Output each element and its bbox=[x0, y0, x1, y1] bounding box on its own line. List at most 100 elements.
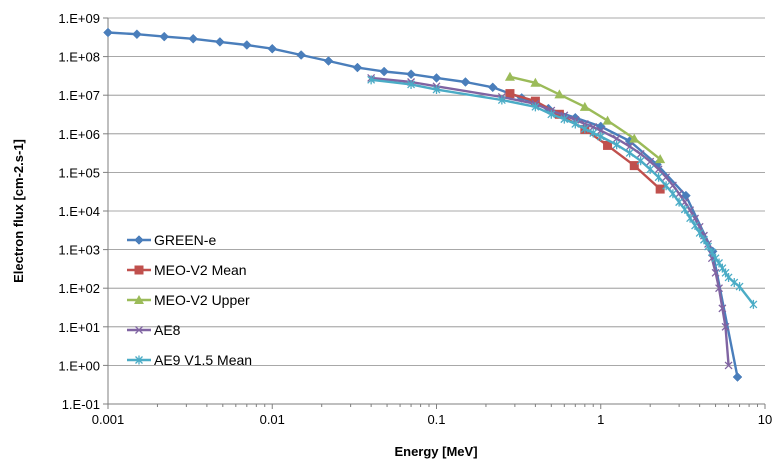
legend-marker-meo-v2-mean bbox=[134, 265, 144, 275]
data-point-ae9-v1-5-mean bbox=[730, 278, 739, 288]
data-point-green-e bbox=[406, 69, 416, 80]
series-line-ae8 bbox=[370, 76, 730, 366]
x-tick-label: 10 bbox=[758, 412, 772, 427]
data-point-ae8 bbox=[721, 322, 730, 331]
y-tick-label: 1.E+05 bbox=[58, 165, 100, 180]
data-point-ae9-v1-5-mean bbox=[367, 75, 376, 85]
legend-label-meo-v2-upper: MEO-V2 Upper bbox=[154, 292, 250, 308]
data-point-ae9-v1-5-mean bbox=[560, 114, 569, 124]
data-point-green-e bbox=[431, 73, 442, 83]
legend-item-green-e: GREEN-e bbox=[127, 232, 216, 248]
data-point-ae8 bbox=[625, 142, 634, 151]
data-point-meo-v2-mean bbox=[530, 96, 540, 106]
legend-marker-ae8 bbox=[135, 326, 143, 334]
x-tick-label: 0.1 bbox=[427, 412, 445, 427]
data-point-green-e bbox=[460, 77, 471, 87]
legend: GREEN-e MEO-V2 Mean MEO-V2 Upper AE8 AE9 V1.… bbox=[127, 232, 252, 368]
data-point-ae8 bbox=[718, 304, 727, 313]
y-tick-label: 1.E-01 bbox=[62, 397, 100, 412]
data-point-ae9-v1-5-mean bbox=[691, 221, 699, 231]
data-point-green-e bbox=[159, 31, 170, 42]
series-ae9-v1-5-mean bbox=[367, 75, 758, 309]
data-point-ae9-v1-5-mean bbox=[711, 253, 720, 263]
data-point-ae9-v1-5-mean bbox=[718, 263, 727, 273]
data-point-green-e bbox=[215, 37, 225, 47]
data-point-meo-v2-upper bbox=[579, 101, 590, 111]
data-point-ae8 bbox=[675, 189, 684, 198]
data-point-green-e bbox=[188, 33, 199, 44]
data-point-ae9-v1-5-mean bbox=[715, 258, 723, 268]
data-point-green-e bbox=[352, 62, 363, 73]
series-line-ae9-v1-5-mean bbox=[370, 78, 755, 306]
data-point-ae9-v1-5-mean bbox=[724, 272, 733, 282]
data-point-green-e bbox=[267, 43, 278, 54]
data-point-ae9-v1-5-mean bbox=[646, 164, 655, 174]
data-point-ae9-v1-5-mean bbox=[636, 156, 645, 166]
data-point-ae9-v1-5-mean bbox=[432, 85, 441, 95]
data-point-ae9-v1-5-mean bbox=[497, 95, 506, 105]
y-tick-label: 1.E+09 bbox=[58, 11, 100, 26]
y-tick-label: 1.E+08 bbox=[58, 50, 100, 65]
data-point-ae9-v1-5-mean bbox=[407, 79, 416, 89]
series-ae8 bbox=[367, 73, 733, 370]
legend-item-meo-v2-mean: MEO-V2 Mean bbox=[127, 262, 247, 278]
legend-label-meo-v2-mean: MEO-V2 Mean bbox=[154, 262, 247, 278]
data-point-ae9-v1-5-mean bbox=[675, 197, 684, 207]
data-point-ae9-v1-5-mean bbox=[668, 189, 677, 199]
data-point-green-e bbox=[296, 50, 307, 60]
y-axis-label: Electron flux [cm-2.s-1] bbox=[11, 139, 26, 283]
data-point-ae9-v1-5-mean bbox=[695, 228, 704, 238]
data-point-green-e bbox=[487, 82, 498, 93]
legend-label-green-e: GREEN-e bbox=[154, 232, 216, 248]
series-meo-v2-upper bbox=[504, 71, 666, 164]
data-point-ae9-v1-5-mean bbox=[571, 119, 580, 129]
data-point-ae8 bbox=[724, 361, 733, 370]
x-tick-label: 0.01 bbox=[260, 412, 285, 427]
data-point-ae8 bbox=[612, 134, 621, 143]
data-point-green-e bbox=[379, 66, 389, 77]
data-point-ae9-v1-5-mean bbox=[654, 172, 663, 182]
data-point-ae9-v1-5-mean bbox=[704, 242, 712, 252]
data-point-ae8 bbox=[589, 123, 598, 131]
x-axis-label: Energy [MeV] bbox=[394, 444, 477, 459]
data-point-ae8 bbox=[711, 268, 720, 277]
data-point-meo-v2-mean bbox=[603, 140, 613, 150]
data-point-ae9-v1-5-mean bbox=[662, 181, 671, 191]
x-tick-label: 1 bbox=[597, 412, 604, 427]
y-tick-label: 1.E+04 bbox=[58, 204, 100, 219]
data-point-meo-v2-upper bbox=[602, 115, 613, 125]
data-point-meo-v2-upper bbox=[629, 133, 640, 143]
data-point-meo-v2-upper bbox=[655, 154, 666, 164]
legend-label-ae8: AE8 bbox=[154, 322, 181, 338]
data-point-ae8 bbox=[646, 157, 655, 166]
y-tick-label: 1.E+07 bbox=[58, 88, 100, 103]
y-tick-label: 1.E+02 bbox=[58, 281, 100, 296]
legend-label-ae9-v1-5-mean: AE9 V1.5 Mean bbox=[154, 352, 252, 368]
data-point-ae9-v1-5-mean bbox=[612, 140, 621, 150]
data-point-ae8 bbox=[668, 181, 677, 190]
series-group bbox=[103, 27, 758, 382]
y-tick-label: 1.E+06 bbox=[58, 127, 100, 142]
data-point-green-e bbox=[323, 56, 334, 66]
data-point-ae9-v1-5-mean bbox=[721, 268, 730, 278]
data-point-meo-v2-mean bbox=[629, 161, 639, 171]
data-point-ae9-v1-5-mean bbox=[686, 213, 695, 223]
data-point-ae9-v1-5-mean bbox=[749, 299, 758, 309]
data-point-ae9-v1-5-mean bbox=[589, 128, 598, 138]
series-line-green-e bbox=[107, 31, 739, 378]
data-point-meo-v2-upper bbox=[504, 71, 515, 81]
y-tick-labels: 1.E+09 1.E+08 1.E+07 1.E+06 1.E+05 1.E+04 1.E+… bbox=[58, 11, 100, 412]
data-point-green-e bbox=[241, 40, 252, 50]
y-tick-label: 1.E+03 bbox=[58, 243, 100, 258]
data-point-green-e bbox=[103, 27, 113, 38]
data-point-ae8 bbox=[662, 173, 671, 182]
legend-marker-meo-v2-upper bbox=[134, 295, 144, 304]
series-green-e bbox=[103, 27, 743, 382]
legend-marker-ae9-v1-5-mean bbox=[135, 355, 143, 365]
data-point-ae9-v1-5-mean bbox=[580, 124, 589, 134]
data-point-ae8 bbox=[680, 198, 689, 207]
data-point-meo-v2-mean bbox=[505, 89, 515, 99]
data-point-meo-v2-upper bbox=[554, 89, 565, 99]
data-point-ae8 bbox=[654, 165, 663, 174]
